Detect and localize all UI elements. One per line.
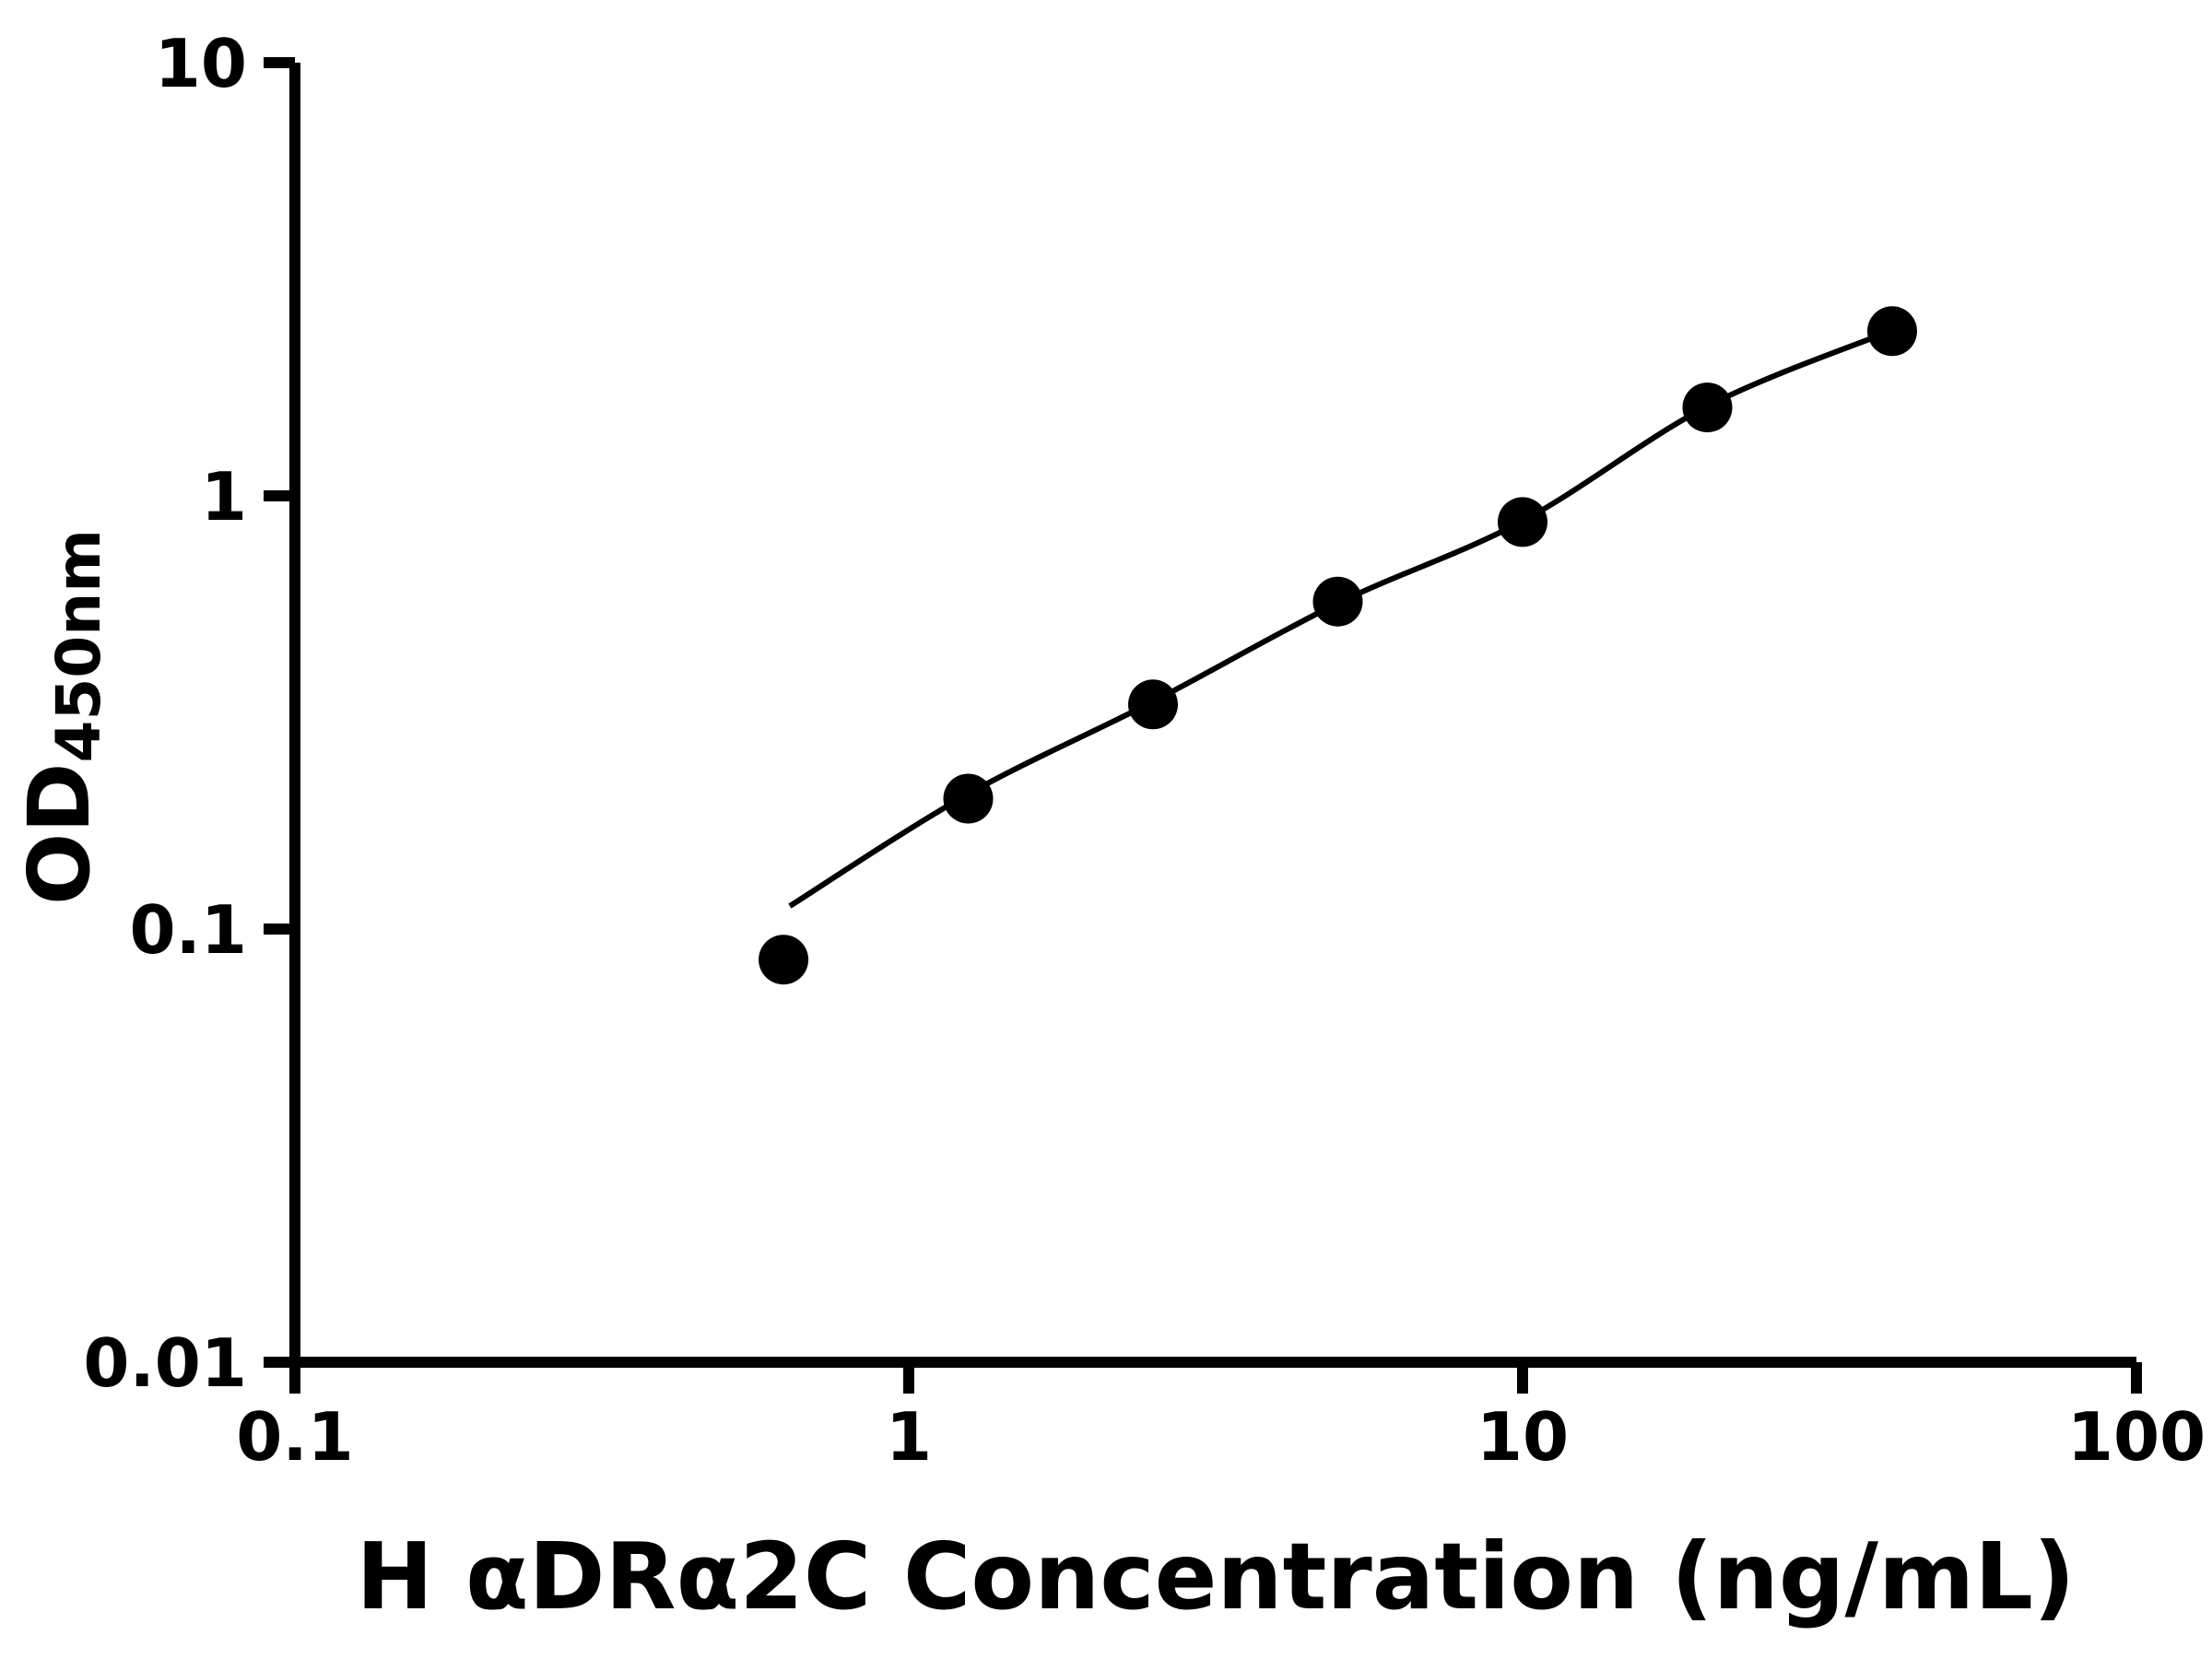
data-point <box>1498 497 1547 547</box>
x-tick-label: 100 <box>2067 1398 2206 1476</box>
y-tick-label: 0.1 <box>129 891 247 969</box>
y-tick-label: 1 <box>201 458 247 535</box>
data-point <box>1867 306 1917 357</box>
axes <box>289 63 2136 1368</box>
data-point <box>943 773 994 824</box>
data-series <box>759 306 1917 985</box>
y-axis-title-main: OD <box>10 762 109 905</box>
data-point <box>759 935 809 985</box>
data-point <box>1312 576 1363 627</box>
y-axis-title-subscript: 450nm <box>43 529 114 763</box>
x-tick-label: 10 <box>1477 1398 1569 1476</box>
x-tick-label: 1 <box>886 1398 932 1476</box>
y-tick-label: 10 <box>155 25 247 102</box>
x-tick-label: 0.1 <box>236 1398 354 1476</box>
x-axis-title: H αDRα2C Concentration (ng/mL) <box>356 1523 2075 1630</box>
data-point <box>1128 679 1178 730</box>
data-point <box>1682 382 1733 433</box>
tick-marks <box>264 57 2142 1394</box>
y-axis-title: OD450nm <box>10 529 114 905</box>
y-tick-label: 0.01 <box>83 1324 247 1402</box>
